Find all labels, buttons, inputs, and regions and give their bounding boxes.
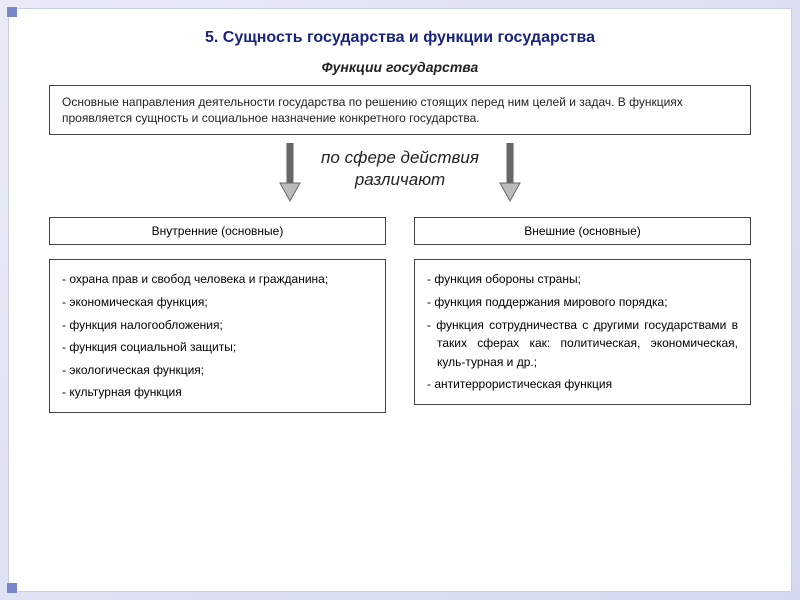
corner-decoration-bl bbox=[7, 583, 17, 593]
list-item: - культурная функция bbox=[62, 383, 373, 402]
list-box-internal: - охрана прав и свобод человека и гражда… bbox=[49, 259, 386, 413]
list-item: - функция обороны страны; bbox=[427, 270, 738, 289]
list-item: - функция налогообложения; bbox=[62, 316, 373, 335]
definition-box: Основные направления деятельности госуда… bbox=[49, 85, 751, 135]
classification-label: по сфере действия различают bbox=[321, 141, 479, 191]
list-item: - экономическая функция; bbox=[62, 293, 373, 312]
slide-subtitle: Функции государства bbox=[49, 59, 751, 75]
mid-label-line2: различают bbox=[355, 170, 445, 189]
list-box-external: - функция обороны страны; - функция подд… bbox=[414, 259, 751, 405]
slide-content: 5. Сущность государства и функции госуда… bbox=[9, 9, 791, 433]
arrow-down-right-icon bbox=[497, 141, 523, 203]
list-item: - функция сотрудничества с другими госуд… bbox=[427, 316, 738, 372]
list-item: - антитеррористическая функция bbox=[427, 375, 738, 394]
arrows-row: по сфере действия различают bbox=[49, 141, 751, 211]
two-column-layout: Внутренние (основные) - охрана прав и св… bbox=[49, 217, 751, 413]
column-external: Внешние (основные) - функция обороны стр… bbox=[414, 217, 751, 413]
list-item: - функция социальной защиты; bbox=[62, 338, 373, 357]
slide-title: 5. Сущность государства и функции госуда… bbox=[49, 29, 751, 47]
category-header-internal: Внутренние (основные) bbox=[49, 217, 386, 245]
column-internal: Внутренние (основные) - охрана прав и св… bbox=[49, 217, 386, 413]
list-item: - функция поддержания мирового порядка; bbox=[427, 293, 738, 312]
arrow-down-left-icon bbox=[277, 141, 303, 203]
mid-label-line1: по сфере действия bbox=[321, 148, 479, 167]
list-item: - экологическая функция; bbox=[62, 361, 373, 380]
slide-frame: 5. Сущность государства и функции госуда… bbox=[8, 8, 792, 592]
category-header-external: Внешние (основные) bbox=[414, 217, 751, 245]
definition-text: Основные направления деятельности госуда… bbox=[62, 95, 683, 125]
list-item: - охрана прав и свобод человека и гражда… bbox=[62, 270, 373, 289]
